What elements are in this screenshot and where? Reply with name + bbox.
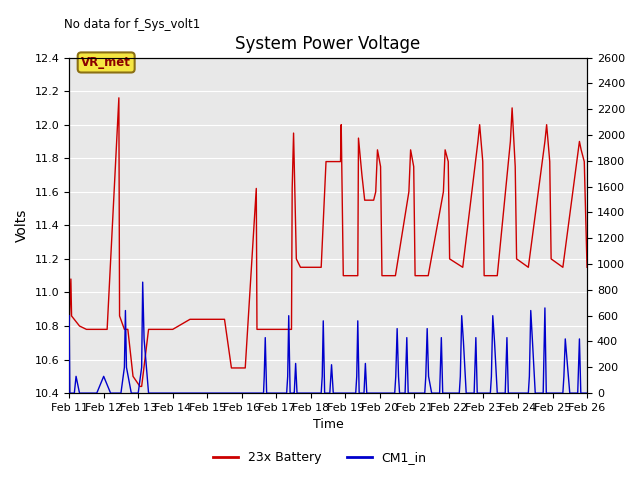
Legend: 23x Battery, CM1_in: 23x Battery, CM1_in [208, 446, 432, 469]
Title: System Power Voltage: System Power Voltage [236, 35, 420, 53]
Text: No data for f_Sys_volt1: No data for f_Sys_volt1 [64, 18, 200, 31]
Text: VR_met: VR_met [81, 56, 131, 69]
X-axis label: Time: Time [313, 419, 344, 432]
Y-axis label: Volts: Volts [15, 209, 29, 242]
